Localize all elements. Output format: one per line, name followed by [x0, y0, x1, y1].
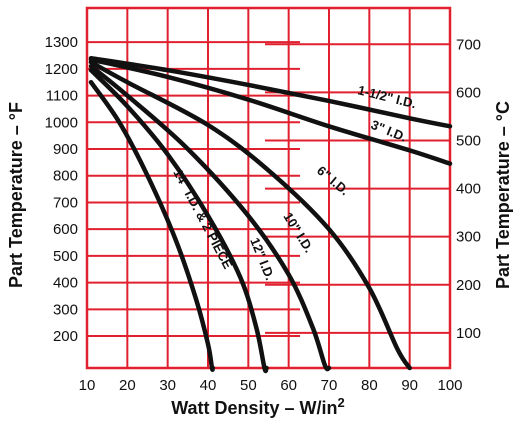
tick-labels: 10 20 30 40 50 60 70 80 90 100 200 300 400 500 600 700 8…	[45, 34, 481, 394]
y-tick-label-c-100: 100	[456, 325, 481, 342]
y-tick-label-c-300: 300	[456, 229, 481, 246]
y-tick-label-f-400: 400	[53, 275, 78, 292]
x-tick-label-20: 20	[119, 377, 136, 394]
series-line-4	[88, 67, 269, 374]
curve-label-4: 12" I.D.	[247, 236, 278, 283]
grid	[85, 6, 452, 370]
y-tick-label-f-1100: 1100	[46, 88, 78, 105]
y-tick-label-f-300: 300	[53, 301, 78, 318]
curve-label-3: 10" I.D.	[280, 210, 316, 256]
y-axis-left-title: Part Temperature – °F	[6, 102, 26, 288]
y-tick-label-c-400: 400	[456, 181, 481, 198]
x-tick-label-70: 70	[321, 377, 338, 394]
x-tick-label-90: 90	[401, 377, 418, 394]
y-tick-label-f-200: 200	[53, 328, 78, 345]
y-tick-label-c-200: 200	[456, 277, 481, 294]
series-line-3	[88, 63, 332, 372]
series-line-5	[88, 79, 216, 373]
x-axis-title: Watt Density – W/in2	[171, 395, 345, 418]
y-tick-label-f-1200: 1200	[45, 61, 78, 78]
y-tick-label-f-500: 500	[53, 248, 78, 265]
series-line-1	[88, 57, 453, 166]
x-tick-label-40: 40	[200, 377, 217, 394]
x-tick-label-100: 100	[437, 377, 462, 394]
x-tick-label-30: 30	[159, 377, 176, 394]
y-tick-label-f-600: 600	[53, 221, 78, 238]
y-tick-label-c-500: 500	[456, 132, 481, 149]
y-tick-label-f-700: 700	[53, 194, 78, 211]
y-tick-label-f-900: 900	[53, 141, 78, 158]
y-tick-label-f-1000: 1000	[45, 114, 78, 131]
series-curves	[88, 55, 453, 374]
x-tick-label-80: 80	[361, 377, 378, 394]
y-tick-label-c-700: 700	[456, 36, 481, 53]
x-tick-label-60: 60	[280, 377, 297, 394]
x-tick-label-10: 10	[79, 377, 96, 394]
series-line-2	[88, 59, 412, 371]
y-tick-label-f-1300: 1300	[45, 34, 78, 51]
y-tick-label-c-600: 600	[456, 84, 481, 101]
y-tick-label-f-800: 800	[53, 168, 78, 185]
series-line-0	[88, 55, 453, 129]
x-axis-title-text: Watt Density – W/in	[171, 398, 337, 418]
x-axis-title-superscript: 2	[338, 395, 345, 410]
x-tick-label-50: 50	[240, 377, 257, 394]
y-axis-right-title: Part Temperature – °C	[493, 101, 513, 289]
curve-label-2: 6" I.D.	[314, 163, 352, 198]
